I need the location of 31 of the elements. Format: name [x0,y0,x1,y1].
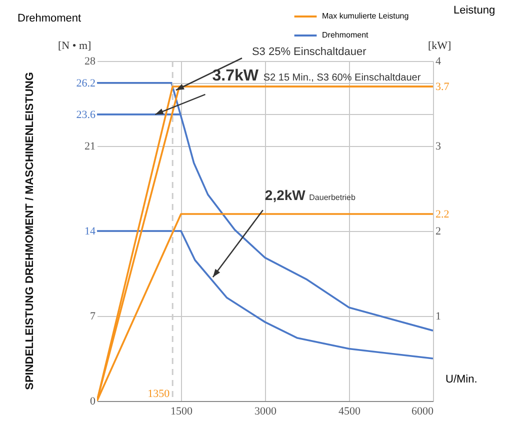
annotation: S2 15 Min., S3 60% Einschaltdauer [263,72,422,84]
y-axis-title: Drehmoment [18,12,82,24]
y2-tick-label: 2 [436,226,441,238]
y2-tick-label: 4 [436,56,442,68]
y2-tick-label: 3.7 [436,81,450,93]
annotation: 3.7kW [212,67,260,84]
annotation: Dauerbetrieb [309,193,356,202]
text: SPINDELLEISTUNG DREHMOMENT / MASCHINENLEISTUNG [24,72,36,390]
text: [kW] [428,40,452,52]
x-tick-label: 4500 [338,406,361,418]
y-tick-label: 23.6 [76,108,96,121]
y2-axis-title: Leistung [454,4,496,16]
x-tick-label: 3000 [254,406,277,418]
x-axis-title: U/Min. [446,374,478,386]
x-tick-label: 1500 [170,406,193,418]
text: [N • m] [58,40,92,52]
y2-tick-label: 3 [436,140,442,152]
y-tick-label: 28 [84,56,96,68]
y2-tick-label: 1 [436,310,441,322]
y-tick-label: 21 [84,140,96,152]
y-tick-label: 14 [84,226,96,238]
y-tick-label: 7 [90,310,96,322]
ref-line-label: 1350 [148,388,170,400]
annotation: 2,2kW [264,187,306,204]
annotation: S3 25% Einschaltdauer [252,46,367,58]
legend-label: Max kumulierte Leistung [322,12,409,20]
y-tick-label: 26.2 [76,77,96,90]
legend-label: Drehmoment [322,30,370,40]
x-tick-label: 6000 [412,406,434,418]
y2-tick-label: 2.2 [436,208,450,220]
y-tick-label: 0 [90,396,96,408]
